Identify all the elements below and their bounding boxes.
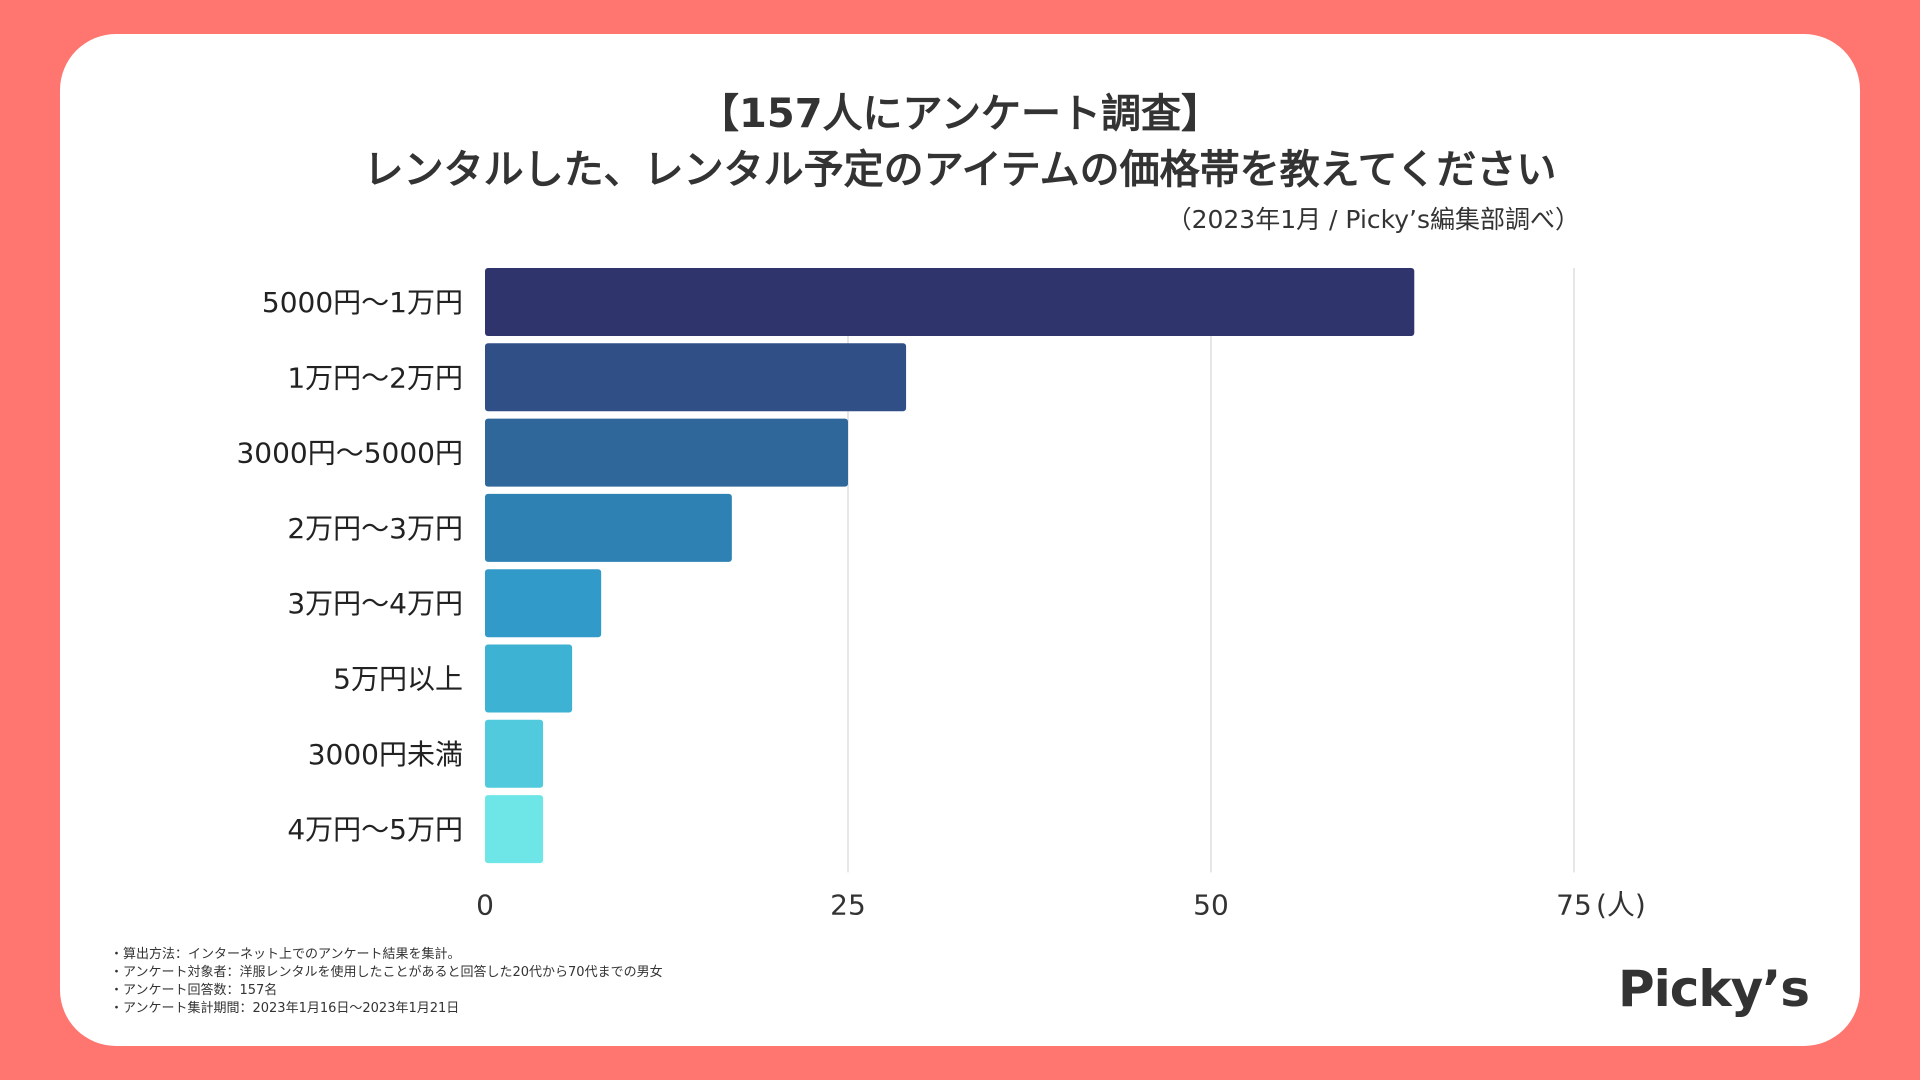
note-period: ・アンケート集計期間：2023年1月16日〜2023年1月21日 [110, 1001, 460, 1016]
category-label: 2万円〜3万円 [287, 512, 463, 545]
category-label: 4万円〜5万円 [287, 813, 463, 846]
bar [485, 569, 602, 638]
bar [485, 418, 848, 487]
category-label: 1万円〜2万円 [287, 361, 463, 394]
x-tick-label: 25 [830, 888, 866, 921]
chart-title: 【157人にアンケート調査】 レンタルした、レンタル予定のアイテムの価格帯を教え… [60, 86, 1860, 198]
bar-chart: 0 25 50 75 (人) 5000円〜1万円 1万円〜2万円 3000円〜5000円 2万円… [236, 268, 1646, 921]
title-line-1: 【157人にアンケート調査】 [699, 91, 1221, 137]
chart-card: 【157人にアンケート調査】 レンタルした、レンタル予定のアイテムの価格帯を教え… [60, 34, 1860, 1046]
bar [485, 268, 1415, 336]
bar [485, 493, 732, 562]
category-label: 3000円〜5000円 [236, 437, 463, 470]
category-label: 3万円〜4万円 [287, 587, 463, 620]
survey-notes: ・算出方法：インターネット上でのアンケート結果を集計。 ・アンケート対象者：洋服… [110, 946, 663, 1018]
title-line-2: レンタルした、レンタル予定のアイテムの価格帯を教えてください [363, 147, 1557, 193]
source-note: （2023年1月 / Picky’s編集部調べ） [1166, 205, 1580, 234]
bar [485, 343, 907, 412]
x-axis-unit: (人) [1596, 888, 1646, 921]
bar [485, 795, 544, 864]
bar [485, 644, 573, 713]
note-method: ・算出方法：インターネット上でのアンケート結果を集計。 [110, 947, 461, 962]
picky-logo: Picky’s [1618, 960, 1810, 1018]
category-label: 3000円未満 [308, 738, 463, 771]
note-target: ・アンケート対象者：洋服レンタルを使用したことがあると回答した20代から70代ま… [110, 965, 663, 980]
x-tick-label: 0 [476, 888, 494, 921]
note-count: ・アンケート回答数：157名 [110, 983, 278, 998]
x-tick-label: 50 [1193, 888, 1229, 921]
x-tick-label: 75 [1556, 888, 1592, 921]
category-label: 5万円以上 [333, 663, 463, 696]
bar [485, 719, 544, 788]
category-label: 5000円〜1万円 [262, 286, 463, 319]
